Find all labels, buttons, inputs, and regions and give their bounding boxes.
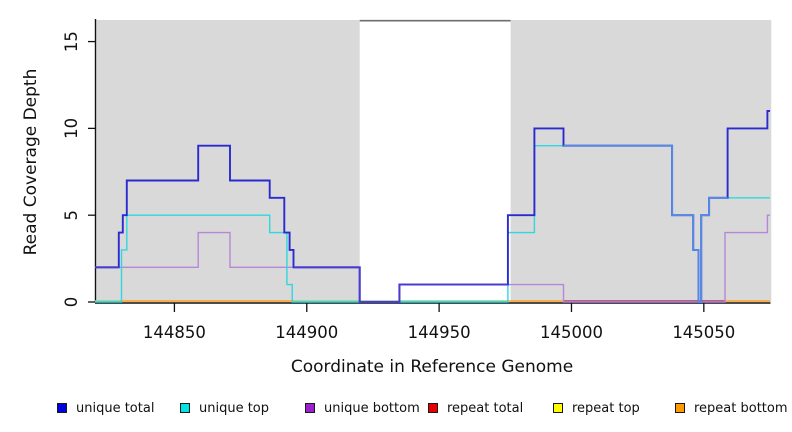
- x-axis-title: Coordinate in Reference Genome: [291, 357, 573, 377]
- x-tick-label: 144950: [408, 323, 471, 342]
- y-tick-label: 5: [62, 210, 81, 221]
- legend: unique total unique top unique bottom repea…: [0, 400, 792, 424]
- x-tick-label: 144900: [275, 323, 338, 342]
- legend-label: unique top: [199, 400, 270, 416]
- legend-label: unique total: [76, 400, 155, 416]
- legend-item-unique-total: unique total: [57, 400, 154, 416]
- coverage-plot: 144850 144900 144950 145000 145050 0 5 10 15 Coo…: [21, 19, 772, 377]
- legend-swatch-unique-total: [57, 403, 67, 413]
- y-axis-title: Read Coverage Depth: [21, 69, 41, 256]
- y-tick-label: 0: [62, 297, 81, 308]
- y-tick-label: 10: [62, 118, 81, 139]
- legend-swatch-unique-bottom: [305, 403, 315, 413]
- shaded-region: [510, 20, 772, 302]
- legend-label: unique bottom: [324, 400, 420, 416]
- legend-item-unique-bottom: unique bottom: [305, 400, 420, 416]
- legend-item-repeat-bottom: repeat bottom: [675, 400, 788, 416]
- legend-label: repeat top: [572, 400, 640, 416]
- legend-swatch-unique-top: [180, 403, 190, 413]
- legend-label: repeat total: [447, 400, 524, 416]
- legend-swatch-repeat-top: [553, 403, 563, 413]
- overlap-segment: [293, 266, 508, 303]
- legend-item-repeat-total: repeat total: [428, 400, 523, 416]
- x-tick-label: 145050: [672, 323, 735, 342]
- legend-label: repeat bottom: [694, 400, 788, 416]
- overlap-segment: [563, 144, 728, 303]
- legend-item-unique-top: unique top: [180, 400, 269, 416]
- legend-swatch-repeat-total: [428, 403, 438, 413]
- y-tick-label: 15: [62, 31, 81, 52]
- legend-item-repeat-top: repeat top: [553, 400, 640, 416]
- x-tick-label: 145000: [540, 323, 603, 342]
- legend-swatch-repeat-bottom: [675, 403, 685, 413]
- shaded-region: [96, 20, 360, 302]
- x-tick-label: 144850: [143, 323, 206, 342]
